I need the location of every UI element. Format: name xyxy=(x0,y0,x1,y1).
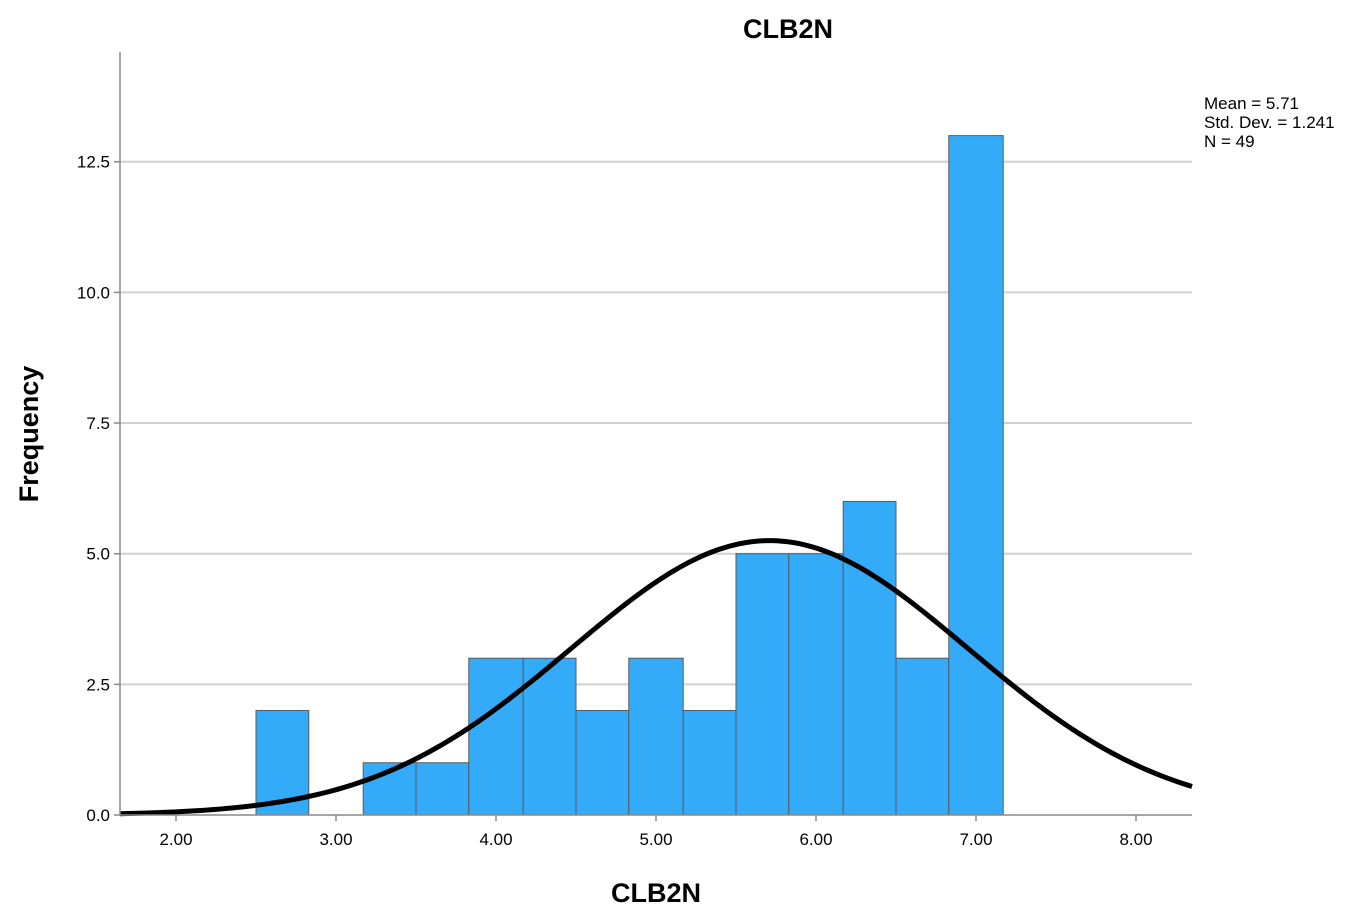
histogram-bar-6 xyxy=(575,709,630,816)
y-tick-label-2: 5.0 xyxy=(86,545,110,564)
y-tick-label-1: 2.5 xyxy=(86,675,110,694)
x-axis-title: CLB2N xyxy=(611,878,701,906)
chart-title: CLB2N xyxy=(743,14,833,44)
x-tick-label-1: 3.00 xyxy=(319,830,352,849)
axes xyxy=(114,52,1192,821)
normal-curve-layer xyxy=(119,538,1193,817)
x-tick-label-4: 6.00 xyxy=(799,830,832,849)
x-tick-labels: 2.00 3.00 4.00 5.00 6.00 7.00 8.00 xyxy=(159,830,1152,849)
histogram-bar-4 xyxy=(468,657,524,816)
stats-legend: Mean = 5.71 Std. Dev. = 1.241 N = 49 xyxy=(1204,94,1335,151)
x-tick-label-2: 4.00 xyxy=(479,830,512,849)
histogram-bar-8 xyxy=(682,709,737,816)
histogram-bar-12 xyxy=(895,657,950,816)
histogram-bar-3 xyxy=(415,762,470,816)
stat-n: N = 49 xyxy=(1204,132,1255,151)
x-tick-label-5: 7.00 xyxy=(959,830,992,849)
histogram-bar-11 xyxy=(842,500,897,816)
x-tick-label-3: 5.00 xyxy=(639,830,672,849)
y-tick-label-5: 12.5 xyxy=(77,153,110,172)
normal-curve xyxy=(119,538,1193,817)
x-tick-label-0: 2.00 xyxy=(159,830,192,849)
histogram-bar-9 xyxy=(735,553,790,816)
bars xyxy=(255,135,1004,816)
histogram-bar-13 xyxy=(948,135,1004,816)
histogram-bar-10 xyxy=(788,553,844,816)
y-tick-label-4: 10.0 xyxy=(77,283,110,302)
y-tick-label-3: 7.5 xyxy=(86,414,110,433)
histogram-bar-5 xyxy=(522,657,577,816)
histogram-bar-7 xyxy=(628,657,684,816)
y-tick-labels: 0.0 2.5 5.0 7.5 10.0 12.5 xyxy=(77,153,110,825)
stat-std-dev: Std. Dev. = 1.241 xyxy=(1204,113,1335,132)
x-tick-label-6: 8.00 xyxy=(1119,830,1152,849)
y-tick-label-0: 0.0 xyxy=(86,806,110,825)
stat-mean: Mean = 5.71 xyxy=(1204,94,1299,113)
grid-lines xyxy=(120,160,1192,686)
y-axis-title: Frequency xyxy=(14,366,44,503)
